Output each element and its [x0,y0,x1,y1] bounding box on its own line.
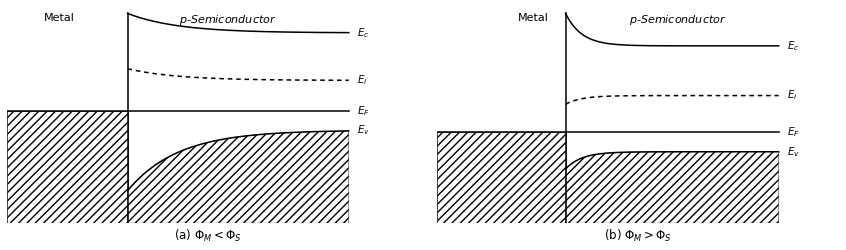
Text: Metal: Metal [518,14,549,24]
Text: $E_c$: $E_c$ [357,26,369,40]
Text: $E_v$: $E_v$ [787,145,799,159]
Polygon shape [437,132,566,223]
Text: $E_v$: $E_v$ [357,123,370,137]
Text: $E_i$: $E_i$ [357,74,367,87]
Text: $E_c$: $E_c$ [787,39,799,53]
Text: $p$-Semiconductor: $p$-Semiconductor [629,14,727,28]
Text: (b) $\Phi_M > \Phi_S$: (b) $\Phi_M > \Phi_S$ [604,228,672,244]
Text: Metal: Metal [44,14,74,24]
Text: $E_F$: $E_F$ [357,104,370,118]
Polygon shape [566,152,778,223]
Text: $E_i$: $E_i$ [787,89,797,102]
Polygon shape [7,111,128,223]
Polygon shape [128,131,349,223]
Text: (a) $\Phi_M < \Phi_S$: (a) $\Phi_M < \Phi_S$ [174,228,242,244]
Text: $E_F$: $E_F$ [787,126,799,139]
Text: $p$-Semiconductor: $p$-Semiconductor [179,14,277,28]
